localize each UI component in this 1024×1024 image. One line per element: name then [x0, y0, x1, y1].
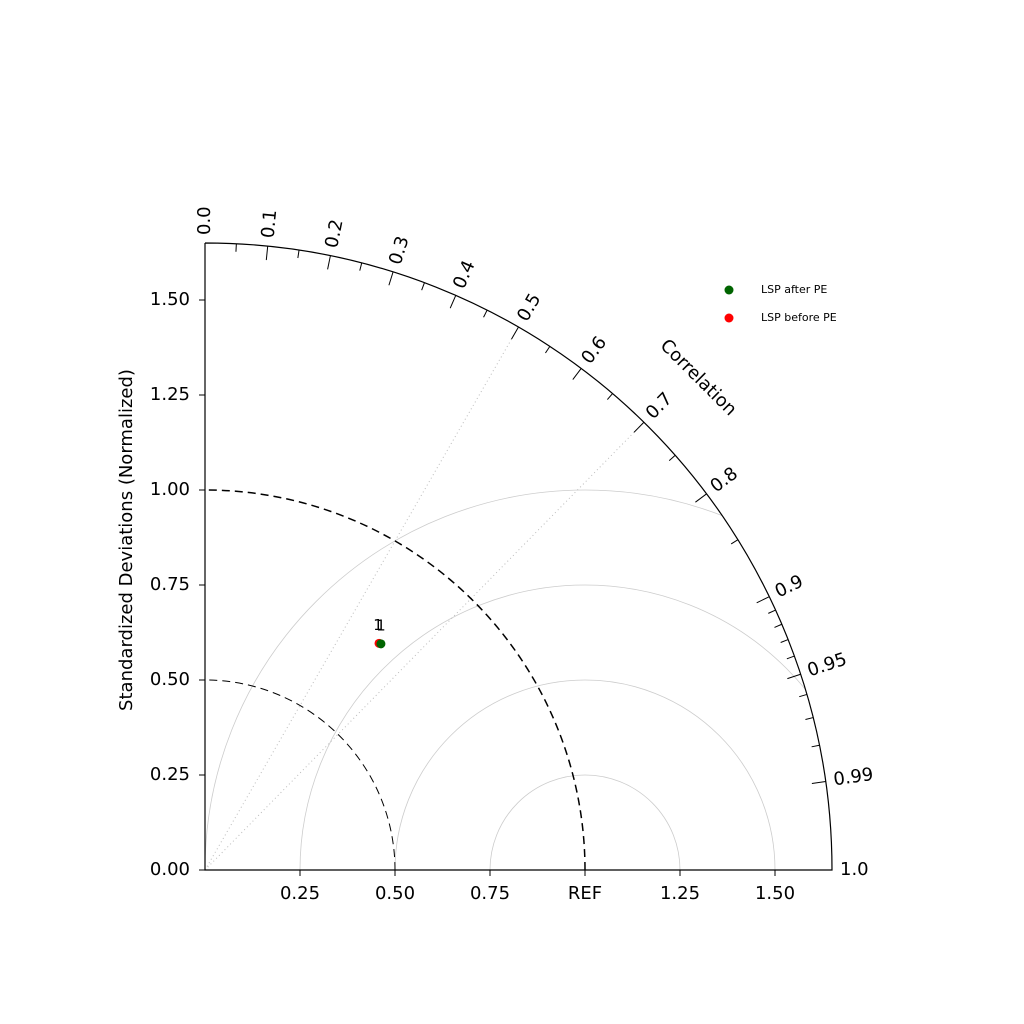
std-arc — [204, 489, 586, 871]
correlation-minor-tick — [359, 262, 363, 271]
legend-label: LSP after PE — [761, 283, 827, 296]
correlation-tick — [695, 493, 707, 503]
y-tick-label: 1.50 — [150, 289, 190, 310]
correlation-tick-label: 0.95 — [805, 649, 850, 681]
rms-circle — [394, 679, 776, 870]
correlation-minor-tick — [774, 623, 783, 628]
correlation-tick — [265, 246, 269, 261]
correlation-tick-label: 1.0 — [840, 859, 869, 880]
correlation-tick-label: 0.7 — [642, 388, 677, 423]
correlation-tick-label: 0.3 — [385, 234, 414, 268]
y-tick-label: 1.25 — [150, 384, 190, 405]
correlation-tick-label: 0.4 — [449, 257, 480, 292]
correlation-minor-tick — [780, 639, 789, 643]
rms-circle — [205, 489, 832, 870]
correlation-tick — [327, 255, 331, 270]
correlation-tick-label: 0.8 — [706, 463, 742, 497]
correlation-line — [204, 326, 519, 871]
point-label: 1 — [376, 616, 386, 634]
correlation-minor-tick — [730, 539, 739, 545]
correlation-tick-label: 0.1 — [258, 209, 282, 240]
y-tick-label: 1.00 — [150, 479, 190, 500]
point-label: 1 — [373, 616, 383, 634]
correlation-minor-tick — [606, 393, 613, 400]
y-axis-label: Standardized Deviations (Normalized) — [116, 369, 137, 711]
x-tick-label: 1.25 — [660, 883, 700, 904]
x-tick-label: 0.25 — [280, 883, 320, 904]
correlation-tick-label: 0.5 — [513, 290, 546, 325]
legend-label: LSP before PE — [761, 311, 837, 324]
x-tick-label: 0.75 — [470, 883, 510, 904]
correlation-minor-tick — [811, 744, 820, 748]
correlation-minor-tick — [768, 609, 776, 614]
correlation-tick — [756, 596, 770, 604]
data-point — [376, 639, 386, 649]
legend-marker — [724, 285, 734, 295]
x-tick-label: 0.50 — [375, 883, 415, 904]
correlation-minor-tick — [805, 717, 814, 721]
y-tick-label: 0.00 — [150, 859, 190, 880]
std-arc — [204, 679, 396, 871]
correlation-tick — [449, 295, 457, 309]
correlation-tick — [572, 368, 582, 380]
correlation-tick — [811, 781, 826, 785]
correlation-line — [204, 421, 645, 871]
correlation-tick-label: 0.99 — [832, 764, 875, 790]
correlation-tick — [511, 326, 519, 340]
correlation-tick — [787, 673, 801, 680]
correlation-tick-label: 0.6 — [577, 332, 611, 368]
correlation-minor-tick — [799, 693, 808, 698]
correlation-minor-tick — [545, 346, 551, 354]
y-tick-label: 0.75 — [150, 574, 190, 595]
frame — [204, 242, 833, 871]
correlation-minor-tick — [483, 309, 488, 318]
correlation-tick — [388, 271, 394, 286]
y-tick-label: 0.25 — [150, 764, 190, 785]
rms-circle — [489, 774, 681, 870]
x-tick-label: REF — [568, 883, 602, 904]
y-tick-label: 0.50 — [150, 669, 190, 690]
x-tick-label: 1.50 — [755, 883, 795, 904]
correlation-minor-tick — [297, 250, 300, 259]
correlation-tick-label: 0.0 — [194, 206, 215, 235]
rms-circle — [299, 584, 832, 870]
legend-marker — [724, 313, 734, 323]
correlation-minor-tick — [668, 454, 676, 461]
correlation-minor-tick — [786, 655, 795, 660]
correlation-minor-tick — [421, 282, 425, 291]
correlation-tick-label: 0.2 — [321, 218, 347, 250]
correlation-tick — [633, 421, 645, 433]
correlation-tick-label: 0.9 — [772, 571, 807, 602]
